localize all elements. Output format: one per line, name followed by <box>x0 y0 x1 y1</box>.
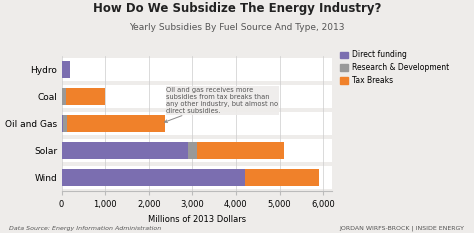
Bar <box>62 115 63 132</box>
Bar <box>62 166 332 189</box>
Text: Yearly Subsidies By Fuel Source And Type, 2013: Yearly Subsidies By Fuel Source And Type… <box>129 23 345 32</box>
Legend: Direct funding, Research & Development, Tax Breaks: Direct funding, Research & Development, … <box>340 50 449 85</box>
Text: JORDAN WIRFS-BROCK | INSIDE ENERGY: JORDAN WIRFS-BROCK | INSIDE ENERGY <box>339 225 465 231</box>
Text: Data Source: Energy Information Administration: Data Source: Energy Information Administ… <box>9 226 162 231</box>
Bar <box>62 88 66 105</box>
Bar <box>62 85 332 108</box>
Bar <box>197 142 284 159</box>
Bar <box>62 139 332 162</box>
Text: How Do We Subsidize The Energy Industry?: How Do We Subsidize The Energy Industry? <box>93 2 381 15</box>
Bar <box>62 169 245 186</box>
Text: Oil and gas receives more
subsidies from tax breaks than
any other industry, but: Oil and gas receives more subsidies from… <box>164 87 278 123</box>
Bar <box>63 115 67 132</box>
Bar <box>62 142 188 159</box>
Bar <box>245 169 319 186</box>
Bar <box>62 58 332 81</box>
Bar <box>62 112 332 135</box>
Bar <box>188 142 197 159</box>
Bar <box>62 61 70 78</box>
X-axis label: Millions of 2013 Dollars: Millions of 2013 Dollars <box>147 215 246 224</box>
Bar <box>66 88 105 105</box>
Bar <box>67 115 165 132</box>
